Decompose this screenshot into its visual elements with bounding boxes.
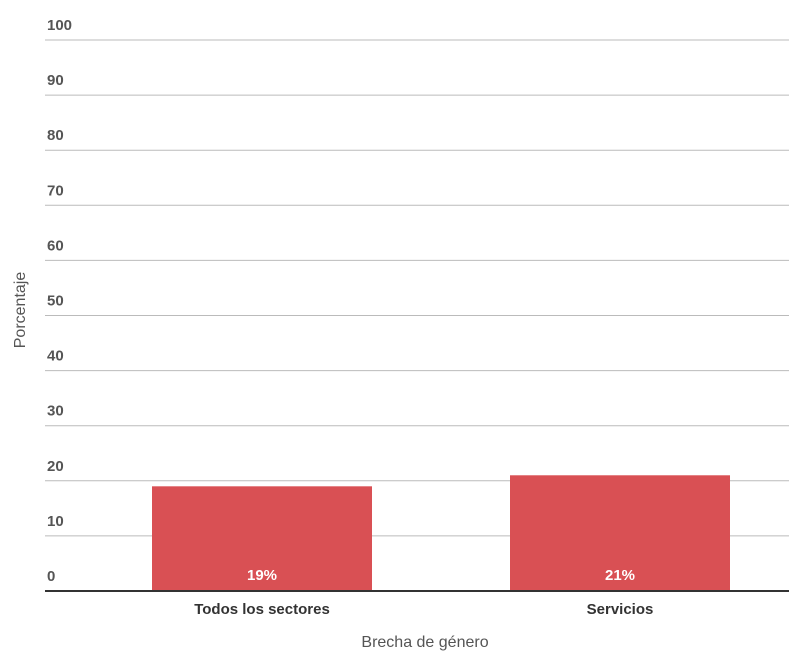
y-tick-label: 0 — [47, 568, 55, 585]
x-tick-label: Servicios — [587, 601, 654, 618]
y-tick-label: 50 — [47, 292, 64, 309]
y-tick-label: 30 — [47, 403, 64, 420]
y-tick-label: 100 — [47, 17, 72, 34]
y-tick-label: 90 — [47, 72, 64, 89]
x-axis-label: Brecha de género — [361, 634, 488, 651]
y-tick-label: 80 — [47, 127, 64, 144]
value-label: 19% — [247, 567, 277, 584]
y-tick-label: 60 — [47, 237, 64, 254]
y-tick-label: 10 — [47, 513, 64, 530]
y-tick-label: 20 — [47, 458, 64, 475]
bar — [152, 486, 372, 591]
x-tick-label: Todos los sectores — [194, 601, 330, 618]
y-tick-label: 40 — [47, 348, 64, 365]
y-axis-label: Porcentaje — [12, 272, 29, 349]
y-tick-label: 70 — [47, 182, 64, 199]
value-label: 21% — [605, 567, 635, 584]
bar — [510, 475, 730, 591]
